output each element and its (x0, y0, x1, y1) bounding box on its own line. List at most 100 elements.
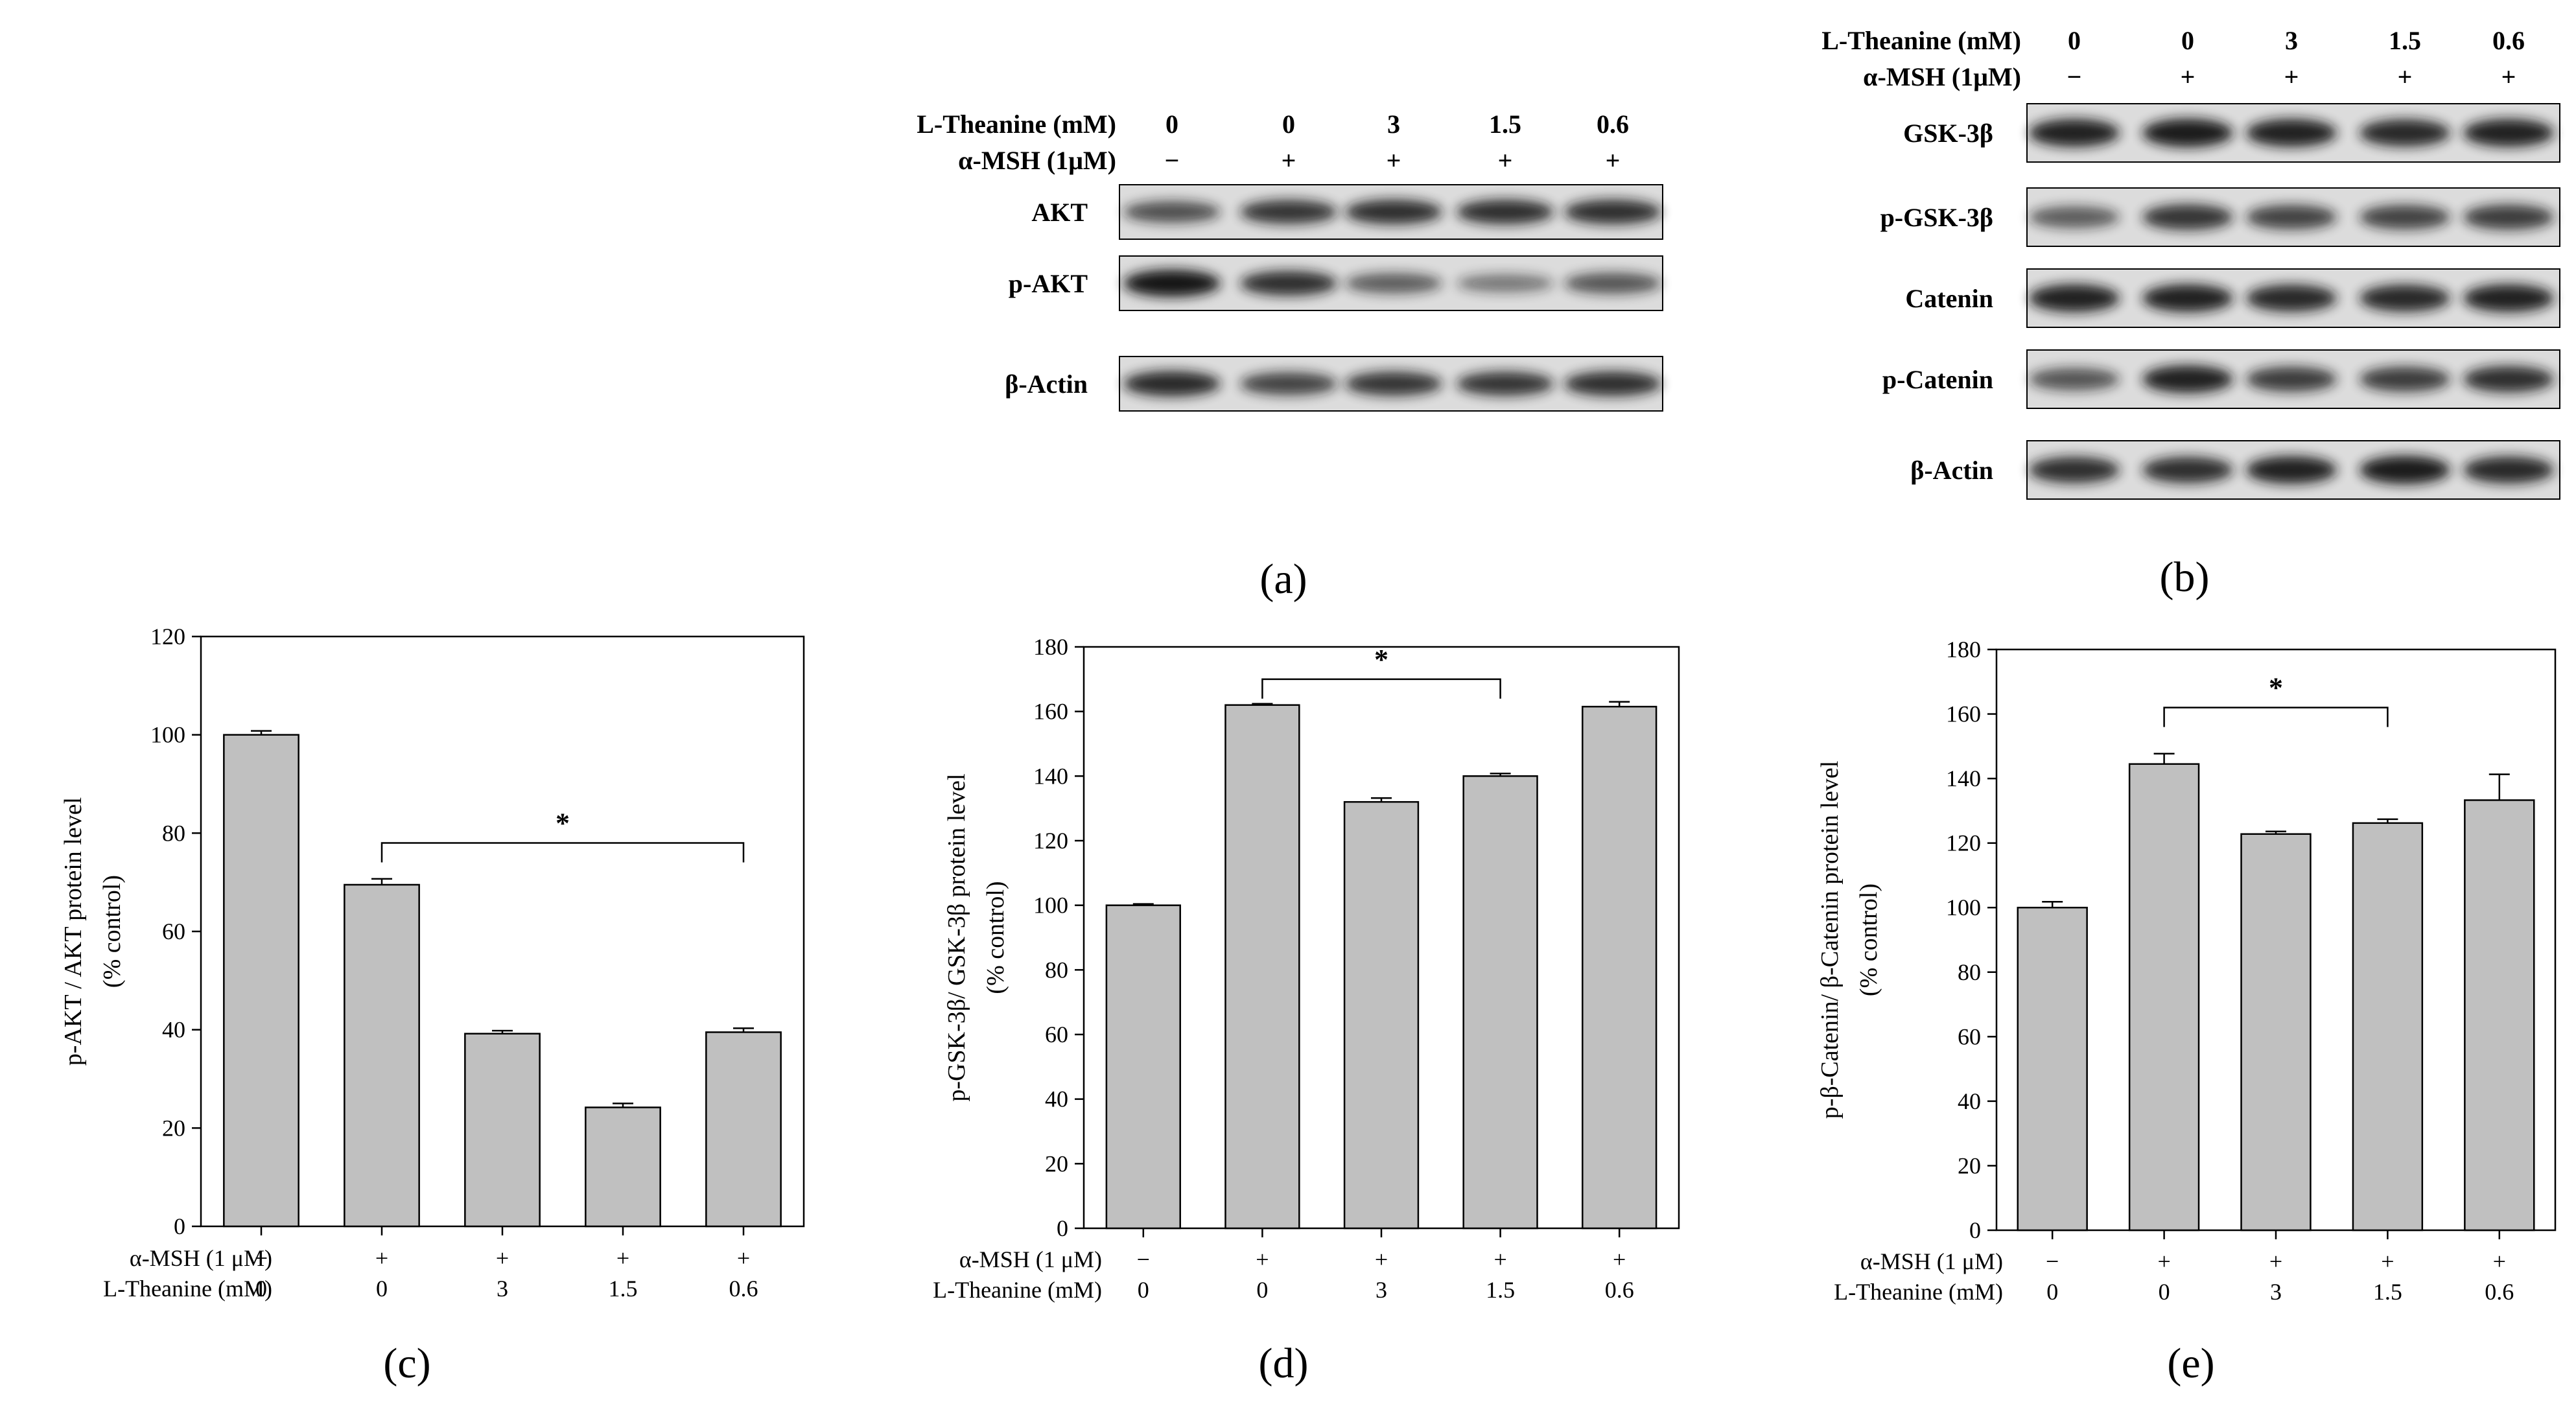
y-tick-label: 180 (1946, 637, 1981, 662)
condition-value: − (255, 1245, 268, 1271)
bar (2464, 799, 2535, 1232)
significance-star: * (1374, 644, 1388, 675)
lane-header-label: L-Theanine (mM) (917, 110, 1116, 139)
condition-value: + (496, 1245, 509, 1271)
y-tick-label: 100 (150, 722, 185, 748)
y-tick-label: 80 (162, 820, 185, 846)
bar (1462, 775, 1538, 1230)
condition-value: 0.6 (2485, 1279, 2514, 1305)
blot-band (2359, 119, 2450, 147)
lane-header-value: 1.5 (2389, 26, 2421, 55)
y-tick-label: 40 (162, 1017, 185, 1043)
lane-header-value: 0 (1165, 110, 1178, 139)
y-axis-label: (% control) (982, 881, 1009, 994)
condition-label: α-MSH (1 μM) (1860, 1248, 2003, 1274)
blot-band (1240, 270, 1337, 296)
y-tick-label: 160 (1946, 701, 1981, 727)
bar (223, 734, 299, 1228)
condition-value: + (1256, 1246, 1269, 1272)
bar (585, 1106, 661, 1228)
blot-band (1123, 371, 1221, 397)
panel-letter: (b) (2160, 554, 2210, 601)
condition-value: + (2269, 1248, 2282, 1274)
y-axis-label: p-GSK-3β/ GSK-3β protein level (943, 773, 970, 1101)
bar (2352, 822, 2424, 1232)
lane-header-value: 0.6 (2492, 26, 2525, 55)
blot-band (1457, 199, 1554, 225)
condition-value: 0 (1256, 1277, 1268, 1303)
blot-band (2359, 204, 2450, 230)
blot-band (2246, 119, 2337, 147)
bar (2017, 906, 2088, 1232)
condition-value: 0.6 (1605, 1277, 1634, 1303)
y-tick-label: 160 (1033, 699, 1068, 725)
panel-letter: (e) (2167, 1340, 2214, 1387)
condition-value: 0.6 (729, 1276, 758, 1302)
bar (2240, 833, 2312, 1232)
blot-band (2142, 118, 2233, 148)
blot-band (2246, 284, 2337, 312)
blot-band (1564, 199, 1661, 225)
blot-band (2463, 284, 2554, 312)
blot-label: β-Actin (1910, 456, 1993, 485)
blot-band (2463, 119, 2554, 147)
significance-bracket (381, 842, 745, 863)
condition-label: L-Theanine (mM) (103, 1276, 272, 1302)
condition-value: − (1137, 1246, 1150, 1272)
condition-value: − (2046, 1248, 2059, 1274)
blot-band (1240, 372, 1337, 395)
condition-value: 3 (2270, 1279, 2282, 1305)
condition-value: + (375, 1245, 388, 1271)
blot-band (1564, 371, 1661, 397)
y-axis-label: (% control) (1855, 883, 1882, 996)
condition-value: 0 (2159, 1279, 2170, 1305)
significance-star: * (556, 808, 570, 839)
y-tick-label: 120 (150, 624, 185, 649)
condition-value: 1.5 (2373, 1279, 2402, 1305)
condition-value: 1.5 (609, 1276, 638, 1302)
condition-value: + (1493, 1246, 1506, 1272)
condition-value: 1.5 (1486, 1277, 1515, 1303)
blot-band (1457, 371, 1554, 396)
bar-chart-e: 0 20 40 60 80 100 120 140 160 180 p-β-Catenin/ β-C… (1816, 637, 2557, 1387)
condition-value: 0 (2046, 1279, 2058, 1305)
condition-label: L-Theanine (mM) (1834, 1279, 2003, 1305)
significance-bracket (2163, 707, 2389, 727)
blot-band (2463, 204, 2554, 230)
condition-label: L-Theanine (mM) (933, 1277, 1102, 1303)
lane-header-value: + (1387, 146, 1401, 175)
y-axis-label: (% control) (99, 875, 126, 988)
y-tick-label: 20 (1958, 1152, 1981, 1178)
lane-header-value: 0.6 (1597, 110, 1629, 139)
western-blot-panel-b: L-Theanine (mM) 0 0 3 1.5 0.6 α-MSH (1μM) − + + + +… (1821, 26, 2560, 601)
y-tick-label: 0 (174, 1213, 185, 1239)
lane-header-value: 3 (1387, 110, 1400, 139)
blot-band (2029, 119, 2120, 147)
blot-label: AKT (1031, 198, 1088, 227)
y-tick-label: 140 (1946, 765, 1981, 791)
significance-bracket (1261, 678, 1501, 699)
blot-band (1457, 274, 1554, 293)
lane-header-value: + (2398, 62, 2413, 91)
y-tick-label: 40 (1045, 1086, 1068, 1112)
panel-letter: (a) (1259, 555, 1307, 603)
condition-value: 0 (376, 1276, 388, 1302)
bar (1105, 904, 1181, 1230)
blot-band (2359, 455, 2450, 485)
blot-band (2246, 204, 2337, 230)
blot-band (1564, 272, 1661, 294)
bar (1582, 705, 1657, 1230)
panel-letter: (d) (1259, 1340, 1309, 1387)
lane-header-value: − (2067, 62, 2082, 91)
blot-band (1240, 200, 1337, 224)
blot-band (1123, 201, 1221, 223)
blot-band (2463, 366, 2554, 393)
significance-star: * (2269, 672, 2283, 704)
y-tick-label: 60 (1045, 1022, 1068, 1047)
y-tick-label: 120 (1946, 830, 1981, 856)
condition-label: α-MSH (1 μM) (959, 1246, 1102, 1272)
condition-value: 3 (497, 1276, 508, 1302)
blot-band (2029, 368, 2120, 391)
bar (2128, 763, 2200, 1232)
